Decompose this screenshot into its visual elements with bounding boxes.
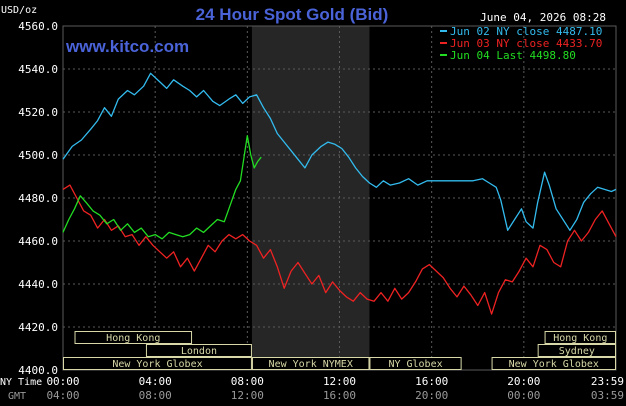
session-label: New York NYMEX [269, 359, 353, 370]
session-bar [74, 331, 193, 344]
x-tick-label-gmt: 08:00 [139, 389, 172, 402]
x-tick-label-gmt: 04:00 [46, 389, 79, 402]
x-tick-label-ny: 04:00 [139, 375, 172, 388]
chart-title: 24 Hour Spot Gold (Bid) [196, 5, 389, 24]
legend-series-name: Jun 04 Last [450, 49, 529, 62]
x-tick-label-gmt: 00:00 [507, 389, 540, 402]
y-axis-tick-labels: 4560.0 4540.0 4520.0 4500.0 4480.0 4460.0 4440… [18, 20, 58, 377]
grid-lines [62, 25, 617, 371]
x-tick-label-ny: 16:00 [415, 375, 448, 388]
session-label: Hong Kong [553, 333, 607, 344]
session-bar [251, 357, 370, 370]
site-watermark: www.kitco.com [65, 37, 189, 56]
series-line [62, 72, 617, 231]
y-tick-label: 4480.0 [18, 192, 58, 205]
legend-series-name: Jun 03 NY close [450, 37, 556, 50]
session-label: NY Globex [388, 359, 442, 370]
legend-series-value: 4498.80 [529, 49, 575, 62]
session-bars: Hong Kong Hong Kong London Sydney New York G… [63, 331, 617, 370]
legend-series-value: 4433.70 [556, 37, 602, 50]
datetime-stamp: June 04, 2026 08:28 [480, 11, 606, 24]
x-tick-label-ny: 00:00 [46, 375, 79, 388]
y-tick-label: 4520.0 [18, 106, 58, 119]
session-bar [145, 344, 252, 357]
session-label: Hong Kong [106, 333, 160, 344]
legend-series-value: 4487.10 [556, 25, 602, 38]
x-tick-label-gmt: 20:00 [415, 389, 448, 402]
price-lines [62, 72, 617, 315]
x-tick-label-gmt: 16:00 [323, 389, 356, 402]
y-tick-label: 4460.0 [18, 235, 58, 248]
x-tick-label-ny: 23:59 [591, 375, 624, 388]
session-label: New York Globex [112, 359, 202, 370]
session-label: New York Globex [509, 359, 599, 370]
y-tick-label: 4500.0 [18, 149, 58, 162]
session-bar [491, 357, 617, 370]
ny-time-row-label: NY Time [0, 377, 42, 388]
legend-entry: Jun 03 NY close 4433.70 [450, 37, 602, 50]
unit-label: USD/oz [1, 5, 37, 16]
legend-entry: Jun 02 NY close 4487.10 [450, 25, 602, 38]
session-bar [63, 357, 252, 370]
series-line [62, 184, 617, 315]
gmt-row-label: GMT [8, 391, 26, 402]
session-bar [369, 357, 462, 370]
x-tick-label-ny: 12:00 [323, 375, 356, 388]
x-tick-label-ny: 20:00 [507, 375, 540, 388]
y-tick-label: 4400.0 [18, 364, 58, 377]
session-bar [544, 331, 617, 344]
y-tick-label: 4440.0 [18, 278, 58, 291]
x-tick-label-ny: 08:00 [231, 375, 264, 388]
session-label: London [181, 346, 217, 357]
legend-series-name: Jun 02 NY close [450, 25, 556, 38]
series-line [62, 135, 262, 240]
session-label: Sydney [559, 346, 595, 357]
y-tick-label: 4420.0 [18, 321, 58, 334]
y-tick-label: 4560.0 [18, 20, 58, 33]
x-tick-label-gmt: 03:59 [591, 389, 624, 402]
session-bar [537, 344, 616, 357]
x-axis-tick-labels: 00:0004:0004:0008:0008:0012:0012:0016:00… [46, 375, 624, 402]
legend-entry: Jun 04 Last 4498.80 [450, 49, 576, 62]
y-tick-label: 4540.0 [18, 63, 58, 76]
x-tick-label-gmt: 12:00 [231, 389, 264, 402]
